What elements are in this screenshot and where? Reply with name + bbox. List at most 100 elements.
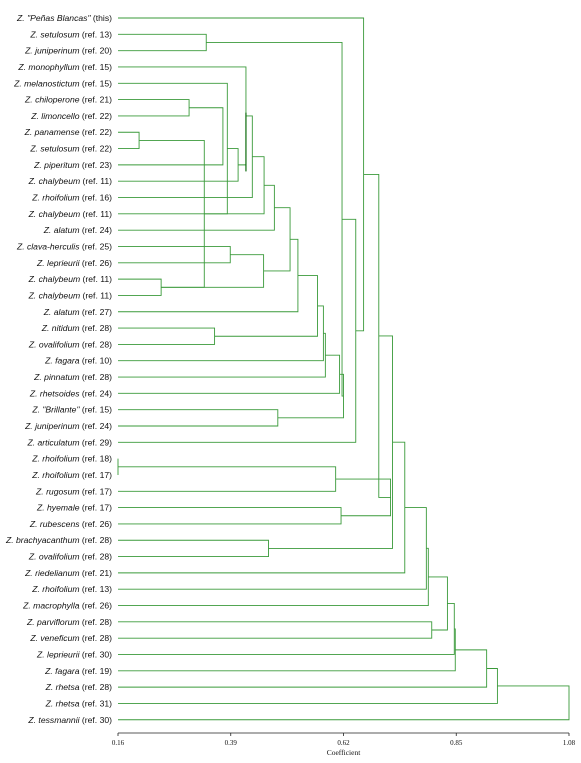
leaf-species: Z. fagara <box>44 666 82 676</box>
leaf-species: Z. parviflorum <box>26 617 82 627</box>
leaf-reference: (ref. 20) <box>82 46 112 56</box>
leaf-reference: (ref. 13) <box>82 29 112 39</box>
leaf-label: Z. panamense (ref. 22) <box>24 127 113 137</box>
leaf-reference: (ref. 21) <box>82 568 112 578</box>
leaf-reference: (ref. 26) <box>82 519 112 529</box>
leaf-species: Z. melanostictum <box>13 78 82 88</box>
leaf-label: Z. rugosum (ref. 17) <box>35 486 112 496</box>
leaf-reference: (ref. 29) <box>82 437 112 447</box>
leaf-reference: (ref. 19) <box>82 666 112 676</box>
leaf-species: Z. tessmannii <box>27 715 82 725</box>
leaf-reference: (ref. 11) <box>83 290 113 300</box>
leaf-label: Z. chalybeum (ref. 11) <box>28 274 113 284</box>
dendrogram-branch <box>118 305 324 362</box>
leaf-species: Z. rubescens <box>29 519 82 529</box>
leaf-label: Z. limoncello (ref. 22) <box>30 111 112 121</box>
leaf-species: Z. clava-herculis <box>16 241 82 251</box>
leaf-species: Z. brachyacanthum <box>5 535 82 545</box>
dendrogram-branch <box>118 685 570 721</box>
leaf-reference: (ref. 28) <box>82 552 112 562</box>
leaf-reference: (ref. 18) <box>82 454 112 464</box>
leaf-reference: (ref. 26) <box>82 258 112 268</box>
dendrogram-branch <box>118 33 207 52</box>
leaf-reference: (ref. 15) <box>82 405 112 415</box>
dendrogram-branch <box>118 107 224 166</box>
x-tick-label: 1.08 <box>563 739 576 747</box>
leaf-species: Z. setulosum <box>29 29 82 39</box>
leaf-species: Z. piperitum <box>33 160 82 170</box>
leaf-reference: (ref. 16) <box>82 193 112 203</box>
leaf-label: Z. nitidum (ref. 28) <box>41 323 112 333</box>
leaf-label: Z. macrophylla (ref. 26) <box>22 601 112 611</box>
leaf-species: Z. riedelianum <box>24 568 82 578</box>
dendrogram-branch <box>118 441 406 574</box>
leaf-species: Z. rhoifolium <box>31 454 82 464</box>
leaf-reference: (ref. 11) <box>83 209 113 219</box>
leaf-reference: (ref. 28) <box>82 633 112 643</box>
dendrogram-branch <box>118 246 231 264</box>
dendrogram-branch <box>428 576 448 631</box>
leaf-label: Z. pinnatum (ref. 28) <box>33 372 112 382</box>
leaf-label: Z. chalybeum (ref. 11) <box>28 176 113 186</box>
leaf-label: Z. parviflorum (ref. 28) <box>26 617 112 627</box>
leaf-reference: (ref. 24) <box>82 421 112 431</box>
leaf-label: Z. rhetsoides (ref. 24) <box>29 388 112 398</box>
leaf-reference: (ref. 10) <box>82 356 112 366</box>
leaf-reference: (ref. 22) <box>82 144 112 154</box>
leaf-species: Z. chalybeum <box>28 176 83 186</box>
leaf-label: Z. veneficum (ref. 28) <box>29 633 112 643</box>
dendrogram-branches <box>117 17 570 721</box>
dendrogram-branch <box>118 99 190 117</box>
dendrogram-branch <box>118 507 342 525</box>
leaf-label: Z. rhoifolium (ref. 18) <box>31 454 112 464</box>
leaf-reference: (ref. 11) <box>83 274 113 284</box>
leaf-labels: Z. "Peñas Blancas" (this) Z. setulosum (r… <box>5 13 112 725</box>
dendrogram-branch <box>118 218 357 443</box>
leaf-reference: (ref. 22) <box>82 111 112 121</box>
leaf-species: Z. chiloperone <box>24 95 82 105</box>
leaf-reference: (ref. 28) <box>82 682 112 692</box>
leaf-species: Z. setulosum <box>29 144 82 154</box>
leaf-species: Z. juniperinum <box>24 46 82 56</box>
leaf-species: Z. chalybeum <box>28 209 83 219</box>
leaf-reference: (ref. 17) <box>82 470 112 480</box>
leaf-reference: (ref. 11) <box>83 176 113 186</box>
leaf-reference: (ref. 23) <box>82 160 112 170</box>
leaf-species: Z. limoncello <box>30 111 82 121</box>
leaf-species: Z. articulatum <box>26 437 81 447</box>
leaf-reference: (ref. 15) <box>82 62 112 72</box>
dendrogram-branch <box>118 332 326 378</box>
leaf-species: Z. macrophylla <box>22 601 82 611</box>
leaf-species: Z. rhetsa <box>45 682 82 692</box>
leaf-species: Z. "Brillante" <box>31 405 82 415</box>
dendrogram-branch <box>118 603 455 655</box>
leaf-reference: (ref. 28) <box>82 339 112 349</box>
leaf-label: Z. fagara (ref. 19) <box>44 666 112 676</box>
dendrogram-branch <box>277 373 344 419</box>
leaf-species: Z. alatum <box>43 307 82 317</box>
leaf-reference: (ref. 26) <box>82 601 112 611</box>
leaf-label: Z. juniperinum (ref. 24) <box>24 421 112 431</box>
leaf-reference: (ref. 28) <box>82 617 112 627</box>
leaf-species: Z. hyemale <box>36 503 82 513</box>
leaf-species: Z. nitidum <box>41 323 82 333</box>
leaf-reference: (this) <box>93 13 112 23</box>
leaf-label: Z. fagara (ref. 10) <box>44 356 112 366</box>
leaf-species: Z. leprieurii <box>36 649 82 659</box>
leaf-label: Z. rhoifolium (ref. 16) <box>31 193 112 203</box>
leaf-label: Z. rhetsa (ref. 28) <box>45 682 113 692</box>
leaf-label: Z. rhetsa (ref. 31) <box>45 698 113 708</box>
leaf-species: Z. "Peñas Blancas" <box>16 13 93 23</box>
dendrogram-branch <box>118 17 365 332</box>
leaf-label: Z. rhoifolium (ref. 13) <box>31 584 112 594</box>
leaf-species: Z. alatum <box>43 225 82 235</box>
dendrogram-branch <box>214 275 318 337</box>
leaf-label: Z. hyemale (ref. 17) <box>36 503 112 513</box>
x-axis: Coefficient 0.16 0.39 0.62 0.85 1.08 <box>112 732 576 757</box>
leaf-label: Z. alatum (ref. 27) <box>43 307 112 317</box>
leaf-label: Z. chalybeum (ref. 11) <box>28 209 113 219</box>
dendrogram-branch <box>118 115 253 198</box>
leaf-reference: (ref. 25) <box>82 241 112 251</box>
leaf-label: Z. "Peñas Blancas" (this) <box>16 13 112 23</box>
leaf-species: Z. rhetsoides <box>29 388 82 398</box>
